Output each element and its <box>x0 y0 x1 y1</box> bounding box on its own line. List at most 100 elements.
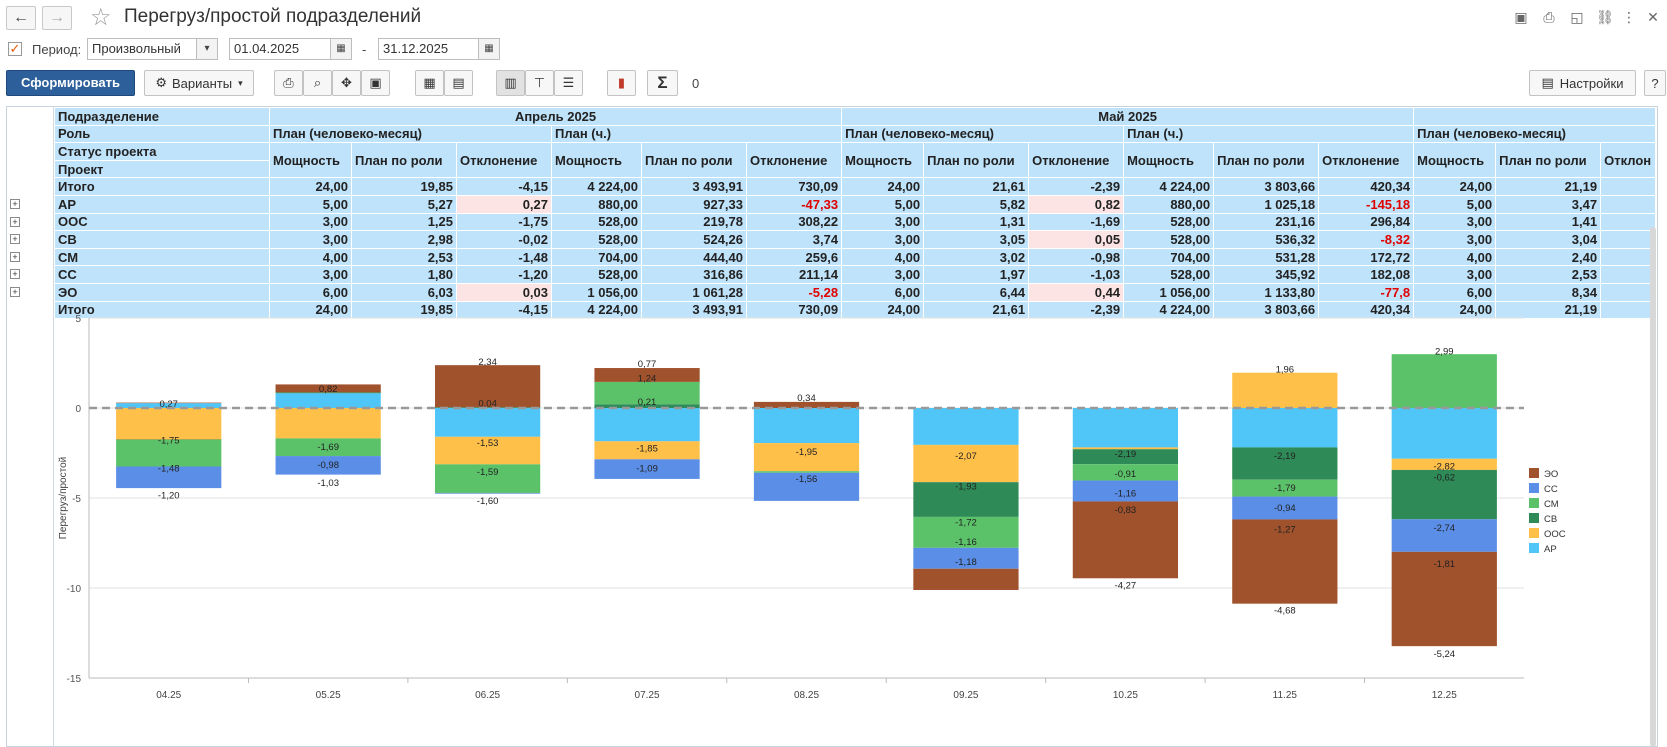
variants-button[interactable]: ⚙ Варианты ▾ <box>144 70 254 96</box>
expand-plus-icon[interactable]: + <box>10 199 20 209</box>
close-icon[interactable]: ✕ <box>1647 9 1659 25</box>
y-axis-label: Перегруз/простой <box>58 457 69 540</box>
table-cell: 730,09 <box>745 300 843 320</box>
generate-button[interactable]: Сформировать <box>6 70 135 96</box>
table-cell: 5,82 <box>923 194 1030 214</box>
more-icon[interactable]: ⋮ <box>1622 9 1636 25</box>
expand-plus-icon[interactable]: + <box>10 269 20 280</box>
favorite-star-icon[interactable]: ☆ <box>90 4 112 31</box>
preview-button[interactable]: ⌕ <box>303 70 332 96</box>
table-row[interactable]: СС 3,00 1,80 -1,20 528,00 316,86 211,14 3,00 1,9… <box>54 265 1657 284</box>
bar-segment-ЭО <box>1391 551 1497 647</box>
back-button[interactable]: ← <box>6 6 36 30</box>
link-icon[interactable]: ⛓ <box>1596 9 1614 25</box>
date-to-calendar[interactable]: ▦ <box>478 38 500 60</box>
data-label: -1,81 <box>1433 559 1455 570</box>
bar-segment-АР <box>594 408 700 442</box>
help-button[interactable]: ? <box>1644 70 1666 96</box>
expand-plus-icon[interactable]: + <box>10 287 20 297</box>
table-layout-button[interactable]: ▤ <box>444 70 473 96</box>
bar-segment-ЭО <box>1232 519 1338 604</box>
table-cell: 345,92 <box>1213 265 1320 284</box>
header-column: Отклонение <box>1028 142 1125 179</box>
save-icon[interactable]: ▣ <box>1514 9 1528 25</box>
table-cell: 259,6 <box>745 247 843 267</box>
date-to-input[interactable]: 31.12.2025 <box>378 38 481 60</box>
table-cell: 5,00 <box>1413 194 1497 214</box>
save-button[interactable]: ▣ <box>361 70 390 96</box>
bar-segment-ЭО <box>434 365 541 408</box>
bar-segment-ООС <box>116 408 222 440</box>
bar-segment-ООС <box>275 408 381 439</box>
y-tick-label: 0 <box>75 404 81 415</box>
table-row[interactable]: Итого 24,00 19,85 -4,15 4 224,00 3 493,91 730,… <box>54 300 1657 320</box>
toolbar: Сформировать ⚙ Варианты ▾ ⎙ ⌕ ✥ ▣ ▦ ▤ ▥ … <box>0 68 1667 98</box>
date-from-input[interactable]: 01.04.2025 <box>229 38 332 60</box>
chevron-down-icon: ▾ <box>204 43 210 54</box>
x-tick-label: 10.25 <box>1113 690 1138 701</box>
table-cell: 3 493,91 <box>641 300 747 320</box>
table-row[interactable]: Итого 24,00 19,85 -4,15 4 224,00 3 493,91 730,… <box>54 177 1657 196</box>
table-cell: 3,05 <box>923 230 1030 249</box>
bar-segment-СС <box>116 466 222 489</box>
table-cell: 182,08 <box>1318 265 1415 284</box>
table-row[interactable]: СВ 3,00 2,98 -0,02 528,00 524,26 3,74 3,00 3,05 0… <box>54 230 1657 249</box>
table-cell: 21,61 <box>923 300 1030 320</box>
bar-segment-ООС <box>434 436 541 465</box>
forward-button[interactable]: → <box>42 6 72 30</box>
table-button[interactable]: ▦ <box>415 70 444 96</box>
expand-plus-icon[interactable]: + <box>10 234 20 245</box>
table-cell: 3,74 <box>745 230 843 249</box>
sum-button[interactable]: Σ <box>647 70 678 96</box>
table-row[interactable]: ООС 3,00 1,25 -1,75 528,00 219,78 308,22 3,00 1,… <box>54 212 1657 232</box>
x-tick-label: 08.25 <box>794 690 819 701</box>
expand-plus-icon[interactable]: + <box>10 216 20 227</box>
table-cell: 6,00 <box>841 282 925 302</box>
sum-value: 0 <box>692 76 700 91</box>
table-cell: 6,44 <box>923 282 1030 302</box>
bar-segment-ООС <box>1391 458 1497 470</box>
table-cell: 528,00 <box>551 230 642 249</box>
settings-button[interactable]: ▤ Настройки <box>1529 70 1636 96</box>
bar-segment-ООС <box>594 441 700 460</box>
table-row[interactable]: АР 5,00 5,27 0,27 880,00 927,33 -47,33 5,00 5,82… <box>54 194 1657 214</box>
table-cell: 927,33 <box>641 194 747 214</box>
data-label: -2,19 <box>1274 451 1296 462</box>
vertical-scrollbar[interactable] <box>1650 227 1656 746</box>
data-label: -1,48 <box>158 463 180 474</box>
hierarchy-button[interactable]: ☰ <box>554 70 583 96</box>
group-rows-button[interactable]: ⊤ <box>525 70 554 96</box>
print-icon[interactable]: ⎙ <box>1543 9 1555 25</box>
date-from-calendar[interactable]: ▦ <box>330 38 352 60</box>
table-cell: 5,00 <box>269 194 352 214</box>
bar-segment-СВ <box>116 439 222 440</box>
table-cell: 3,00 <box>1413 212 1497 232</box>
print-button[interactable]: ⎙ <box>274 70 303 96</box>
table-cell: -8,32 <box>1318 230 1415 249</box>
expand-plus-icon[interactable]: + <box>10 251 20 262</box>
preview-icon[interactable]: ◱ <box>1570 9 1584 25</box>
table-row[interactable]: СМ 4,00 2,53 -1,48 704,00 444,40 259,6 4,00 3,02… <box>54 247 1657 267</box>
table-cell: 4 224,00 <box>1123 177 1215 196</box>
legend-swatch <box>1529 483 1539 493</box>
table-cell: 1 133,80 <box>1213 282 1320 302</box>
bar-segment-СМ <box>1232 479 1338 497</box>
table-cell: 704,00 <box>1123 247 1215 267</box>
table-cell: -1,48 <box>456 247 552 267</box>
period-row: ✓ Период: Произвольный ▾ 01.04.2025 ▦ - … <box>0 36 1667 64</box>
period-mode-dropdown[interactable]: ▾ <box>196 38 218 60</box>
chart-button[interactable]: ▮ <box>607 70 636 96</box>
data-label: 0,77 <box>638 359 657 370</box>
table-cell: 524,26 <box>641 230 747 249</box>
period-mode-select[interactable]: Произвольный <box>87 38 197 60</box>
group-columns-button[interactable]: ▥ <box>496 70 525 96</box>
table-row[interactable]: ЭО 6,00 6,03 0,03 1 056,00 1 061,28 -5,28 6,00 6… <box>54 282 1657 302</box>
variants-label: Варианты <box>172 75 233 91</box>
table-cell: 4 224,00 <box>551 177 642 196</box>
period-checkbox[interactable]: ✓ <box>8 41 22 56</box>
table-cell: 3,00 <box>1413 230 1497 249</box>
move-button[interactable]: ✥ <box>332 70 361 96</box>
table-cell: 296,84 <box>1318 212 1415 232</box>
data-label: -1,59 <box>477 467 499 478</box>
row-label: ЭО <box>54 282 270 302</box>
